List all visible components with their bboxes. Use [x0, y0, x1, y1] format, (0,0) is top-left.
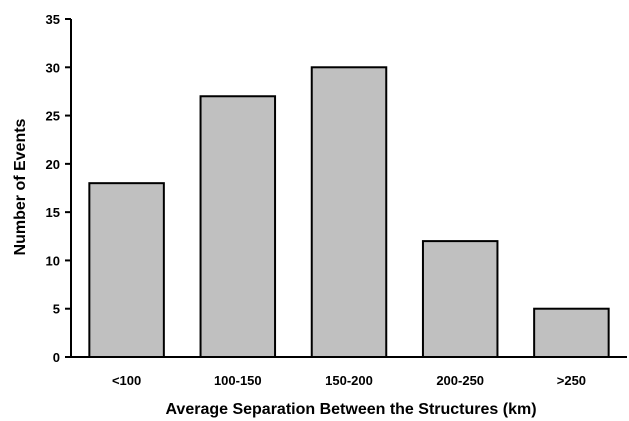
x-tick-label: >250: [557, 373, 586, 388]
y-axis-ticks: 0 5 10 15 20 25 30 35: [46, 12, 71, 365]
bar: [88, 182, 165, 358]
y-tick-label: 25: [46, 109, 60, 124]
x-tick-label: 150-200: [325, 373, 373, 388]
x-axis-title: Average Separation Between the Structure…: [165, 401, 536, 418]
y-tick-label: 20: [46, 157, 60, 172]
bar: [421, 240, 499, 358]
x-tick-label: 200-250: [436, 373, 484, 388]
x-tick-label: <100: [112, 373, 141, 388]
y-tick-label: 35: [46, 12, 60, 27]
y-axis-title: Number of Events: [12, 118, 29, 255]
x-tick-label: 100-150: [214, 373, 262, 388]
bar: [199, 95, 277, 358]
y-tick-label: 5: [53, 302, 60, 317]
bar: [310, 66, 388, 359]
bars: [88, 66, 610, 359]
bar: [533, 307, 610, 359]
y-tick-label: 15: [46, 205, 60, 220]
y-tick-label: 30: [46, 60, 60, 75]
y-tick-label: 0: [53, 350, 60, 365]
y-tick-label: 10: [46, 253, 60, 268]
x-axis-ticks: <100 100-150 150-200 200-250 >250: [112, 373, 586, 388]
